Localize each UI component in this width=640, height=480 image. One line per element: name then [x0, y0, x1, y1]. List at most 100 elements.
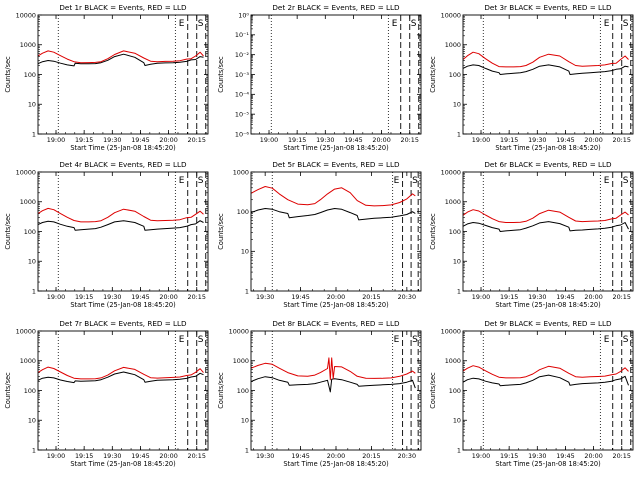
- y-tick-label: 1: [457, 130, 461, 138]
- y-tick-label: 10: [28, 417, 36, 425]
- marker-lines: [482, 15, 632, 134]
- y-tick-label: 10⁻⁶: [235, 130, 250, 138]
- y-tick-label: 1: [32, 446, 36, 454]
- flag-mark-e: E: [604, 335, 610, 345]
- y-axis-label: Counts/sec: [4, 372, 12, 409]
- x-tick-label: 19:00: [47, 293, 65, 301]
- y-tick-label: 10: [241, 248, 249, 256]
- x-tick-label: 20:00: [584, 136, 602, 144]
- chart-panel-9: Det 9r BLACK = Events, RED = LLD 1 10 100 10…: [429, 319, 634, 468]
- marker-lines: [57, 15, 207, 134]
- y-tick-label: 1000: [20, 198, 36, 206]
- flag-mark-s: S: [198, 335, 204, 345]
- x-tick-label: 19:00: [472, 293, 490, 301]
- flag-mark-e: E: [179, 176, 185, 186]
- y-axis-label: Counts/sec: [217, 213, 225, 250]
- y-axis-label: Counts/sec: [429, 213, 437, 250]
- y-tick-label: 10: [28, 258, 36, 266]
- y-tick-label: 10: [453, 258, 461, 266]
- y-tick-label: 100: [237, 387, 249, 395]
- y-tick-label: 1000: [233, 357, 249, 365]
- x-axis-label: Start Time (25-Jan-08 18:45:20): [70, 144, 175, 152]
- y-tick-label: 10⁻⁵: [235, 110, 250, 118]
- flag-mark-e: E: [604, 19, 610, 29]
- y-tick-label: 100: [449, 387, 461, 395]
- series-group: [38, 50, 204, 67]
- y-tick-label: 10000: [441, 327, 461, 335]
- y-tick-label: 100: [24, 228, 36, 236]
- panel-title: Det 6r BLACK = Events, RED = LLD: [484, 160, 612, 169]
- panel-title: Det 3r BLACK = Events, RED = LLD: [484, 3, 612, 12]
- x-tick-label: 20:00: [327, 293, 345, 301]
- flag-mark-e: E: [179, 19, 185, 29]
- series-group: [251, 186, 416, 221]
- y-tick-label: 1: [32, 287, 36, 295]
- series-group: [38, 207, 204, 231]
- panel-grid: Det 1r BLACK = Events, RED = LLD 1 10 100 10…: [4, 3, 634, 468]
- x-tick-label: 19:15: [288, 136, 306, 144]
- series-group: [38, 366, 204, 384]
- lld-series-line: [38, 207, 204, 223]
- flag-mark-e: E: [392, 19, 398, 29]
- x-tick-label: 19:30: [103, 293, 121, 301]
- x-tick-label: 19:00: [47, 452, 65, 460]
- lld-series-line: [463, 209, 629, 223]
- y-tick-label: 10⁰: [238, 11, 249, 19]
- x-axis-label: Start Time (25-Jan-08 18:45:20): [70, 301, 175, 309]
- marker-lines: [482, 172, 632, 291]
- y-tick-label: 10⁻²: [235, 51, 250, 59]
- x-tick-label: 19:45: [344, 136, 362, 144]
- x-tick-label: 19:45: [556, 452, 574, 460]
- x-axis-label: Start Time (25-Jan-08 18:45:20): [283, 144, 388, 152]
- events-series-line: [38, 220, 204, 231]
- flag-mark-s: S: [198, 19, 204, 29]
- chart-panel-6: Det 6r BLACK = Events, RED = LLD 1 10 100 10…: [429, 160, 634, 309]
- plot-frame: [37, 330, 209, 451]
- events-series-line: [463, 221, 629, 232]
- y-axis-label: Counts/sec: [217, 56, 225, 93]
- x-tick-label: 20:15: [613, 452, 631, 460]
- flag-mark-s: S: [623, 335, 629, 345]
- flag-mark-e: E: [394, 335, 400, 345]
- chart-panel-8: Det 8r BLACK = Events, RED = LLD 1 10 100 10…: [217, 319, 422, 468]
- y-tick-label: 1000: [20, 41, 36, 49]
- x-tick-label: 19:15: [75, 293, 93, 301]
- plot-frame: [250, 14, 422, 135]
- x-tick-label: 19:15: [500, 293, 518, 301]
- y-tick-label: 100: [449, 71, 461, 79]
- marker-lines: [271, 331, 419, 450]
- x-tick-label: 19:30: [316, 136, 334, 144]
- y-tick-label: 1: [245, 446, 249, 454]
- x-tick-label: 19:45: [291, 293, 309, 301]
- y-tick-label: 1000: [233, 168, 249, 176]
- flag-mark-e: E: [179, 335, 185, 345]
- x-tick-label: 20:00: [159, 452, 177, 460]
- events-series-line: [38, 371, 204, 384]
- panel-title: Det 1r BLACK = Events, RED = LLD: [59, 3, 187, 12]
- x-tick-label: 20:15: [613, 136, 631, 144]
- events-series-line: [251, 208, 416, 221]
- y-tick-label: 10: [453, 417, 461, 425]
- x-tick-label: 20:15: [188, 452, 206, 460]
- x-tick-label: 20:30: [398, 293, 416, 301]
- panel-title: Det 2r BLACK = Events, RED = LLD: [272, 3, 400, 12]
- y-tick-label: 1: [245, 287, 249, 295]
- series-group: [251, 357, 416, 393]
- panel-title: Det 5r BLACK = Events, RED = LLD: [272, 160, 400, 169]
- chart-panel-3: Det 3r BLACK = Events, RED = LLD 1 10 100 10…: [429, 3, 634, 152]
- x-tick-label: 20:00: [372, 136, 390, 144]
- marker-lines: [271, 172, 419, 291]
- x-tick-label: 20:15: [401, 136, 419, 144]
- x-tick-label: 19:15: [500, 452, 518, 460]
- series-group: [463, 209, 629, 232]
- x-tick-label: 19:45: [131, 293, 149, 301]
- x-tick-label: 19:30: [528, 452, 546, 460]
- events-series-line: [463, 374, 629, 387]
- x-axis-label: Start Time (25-Jan-08 18:45:20): [495, 144, 600, 152]
- events-series-line: [463, 64, 629, 75]
- x-tick-label: 20:15: [362, 293, 380, 301]
- flag-mark-s: S: [623, 19, 629, 29]
- y-tick-label: 10000: [16, 327, 36, 335]
- lld-series-line: [38, 366, 204, 380]
- y-axis-label: Counts/sec: [429, 56, 437, 93]
